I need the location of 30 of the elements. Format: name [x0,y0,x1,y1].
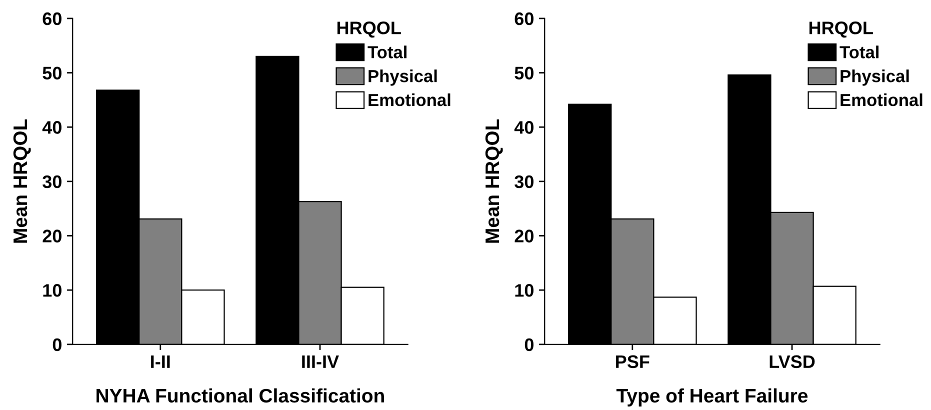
legend-label: Emotional [840,93,922,106]
x-tick-label: LVSD [770,355,815,368]
y-tick-label: 0 [52,338,62,352]
y-tick-label: 30 [514,175,534,188]
y-tick-label: 20 [514,230,534,242]
x-tick-label: PSF [616,355,650,368]
y-tick-label: 60 [514,12,534,26]
y-tick-label: 50 [514,66,534,80]
legend-label: Emotional [368,93,450,106]
y-tick-label: 10 [43,284,62,297]
legend-title: HRQOL [809,22,873,38]
y-tick-label: 0 [524,338,534,352]
y-axis-title: Mean HRQOL [485,119,503,243]
y-tick-label: 50 [42,66,62,80]
y-tick-label: 40 [42,121,62,134]
legend-title: HRQOL [337,22,401,38]
x-axis-title: Type of Heart Failure [616,388,808,406]
legend-label: Total [840,46,878,58]
y-tick-label: 30 [42,175,62,188]
x-axis-title: NYHA Functional Classification [96,388,384,403]
legend-label: Physical [840,70,909,86]
legend-label: Total [368,46,406,58]
y-tick-label: 40 [514,121,534,134]
x-tick-label: III-IV [302,355,339,368]
y-tick-label: 10 [515,284,534,297]
y-tick-label: 20 [42,230,62,242]
y-axis-title: Mean HRQOL [13,119,31,243]
y-tick-label: 60 [42,12,62,26]
x-tick-label: I-II [151,355,170,368]
legend-label: Physical [368,70,437,86]
